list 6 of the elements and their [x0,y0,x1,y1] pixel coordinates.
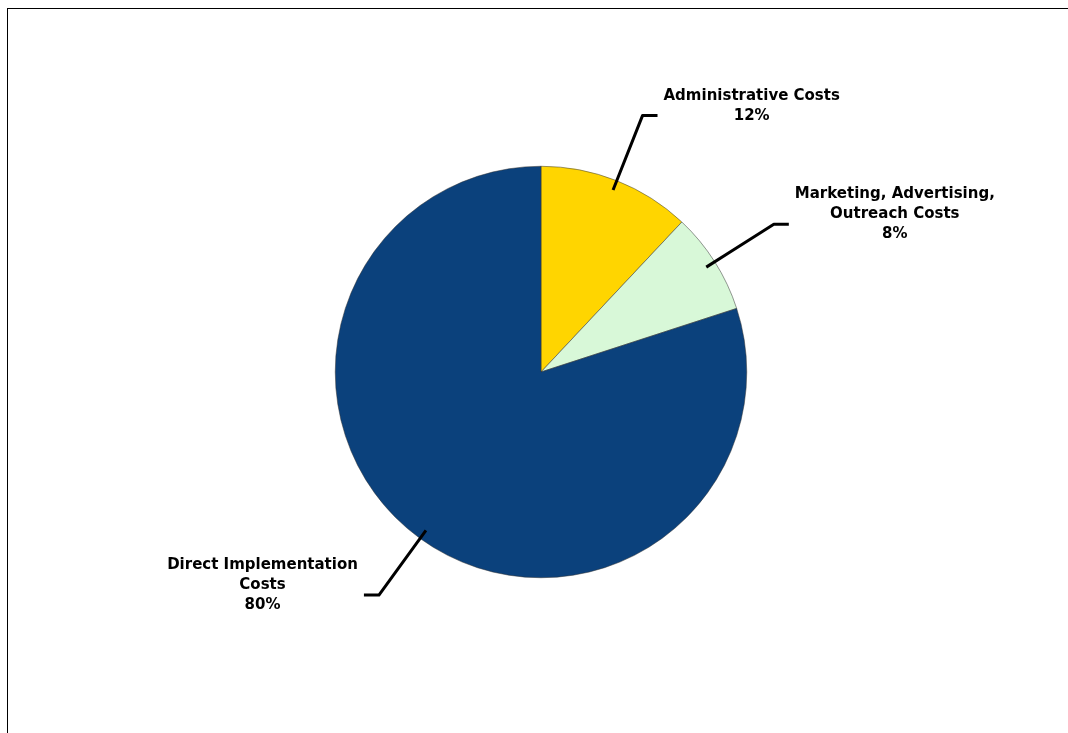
data-label: 8% [882,224,908,243]
slice-label: Administrative Costs [663,85,840,104]
slice-label: Marketing, Advertising, Outreach Costs [794,184,995,223]
slice-label: Direct Implementation Costs [167,554,358,593]
data-label: 80% [244,594,281,613]
data-label: 12% [733,105,770,124]
